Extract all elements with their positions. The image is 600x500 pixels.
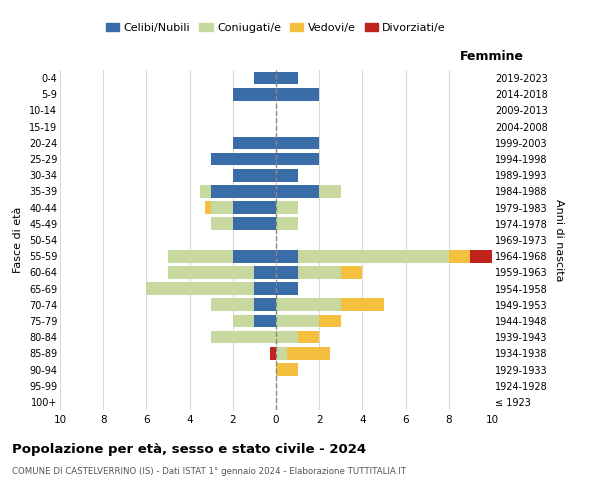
Y-axis label: Anni di nascita: Anni di nascita	[554, 198, 565, 281]
Bar	[200, 185, 211, 198]
Bar	[254, 282, 276, 295]
Bar	[233, 202, 276, 214]
Bar	[168, 266, 254, 278]
Bar	[211, 202, 233, 214]
Bar	[319, 314, 341, 328]
Bar	[276, 136, 319, 149]
Bar	[168, 250, 233, 262]
Bar	[276, 250, 298, 262]
Bar	[254, 72, 276, 85]
Bar	[276, 152, 319, 166]
Bar	[341, 266, 362, 278]
Text: Femmine: Femmine	[460, 50, 524, 63]
Bar	[276, 347, 287, 360]
Bar	[233, 169, 276, 181]
Bar	[233, 250, 276, 262]
Bar	[276, 298, 341, 311]
Bar	[276, 331, 298, 344]
Bar	[205, 202, 211, 214]
Bar	[211, 152, 276, 166]
Text: Popolazione per età, sesso e stato civile - 2024: Popolazione per età, sesso e stato civil…	[12, 442, 366, 456]
Bar	[298, 331, 319, 344]
Bar	[276, 88, 319, 101]
Bar	[276, 218, 298, 230]
Bar	[449, 250, 470, 262]
Bar	[276, 202, 298, 214]
Bar	[233, 136, 276, 149]
Bar	[276, 282, 298, 295]
Bar	[269, 347, 276, 360]
Bar	[254, 298, 276, 311]
Bar	[319, 185, 341, 198]
Bar	[146, 282, 254, 295]
Bar	[276, 185, 319, 198]
Bar	[211, 331, 276, 344]
Legend: Celibi/Nubili, Coniugati/e, Vedovi/e, Divorziati/e: Celibi/Nubili, Coniugati/e, Vedovi/e, Di…	[101, 18, 451, 37]
Bar	[298, 266, 341, 278]
Bar	[276, 169, 298, 181]
Bar	[276, 363, 298, 376]
Bar	[254, 266, 276, 278]
Y-axis label: Fasce di età: Fasce di età	[13, 207, 23, 273]
Text: COMUNE DI CASTELVERRINO (IS) - Dati ISTAT 1° gennaio 2024 - Elaborazione TUTTITA: COMUNE DI CASTELVERRINO (IS) - Dati ISTA…	[12, 468, 406, 476]
Bar	[211, 298, 254, 311]
Bar	[470, 250, 514, 262]
Bar	[276, 314, 319, 328]
Bar	[341, 298, 384, 311]
Bar	[211, 218, 233, 230]
Bar	[233, 88, 276, 101]
Bar	[287, 347, 330, 360]
Bar	[254, 314, 276, 328]
Bar	[233, 218, 276, 230]
Bar	[276, 266, 298, 278]
Bar	[298, 250, 449, 262]
Bar	[276, 72, 298, 85]
Bar	[233, 314, 254, 328]
Bar	[211, 185, 276, 198]
